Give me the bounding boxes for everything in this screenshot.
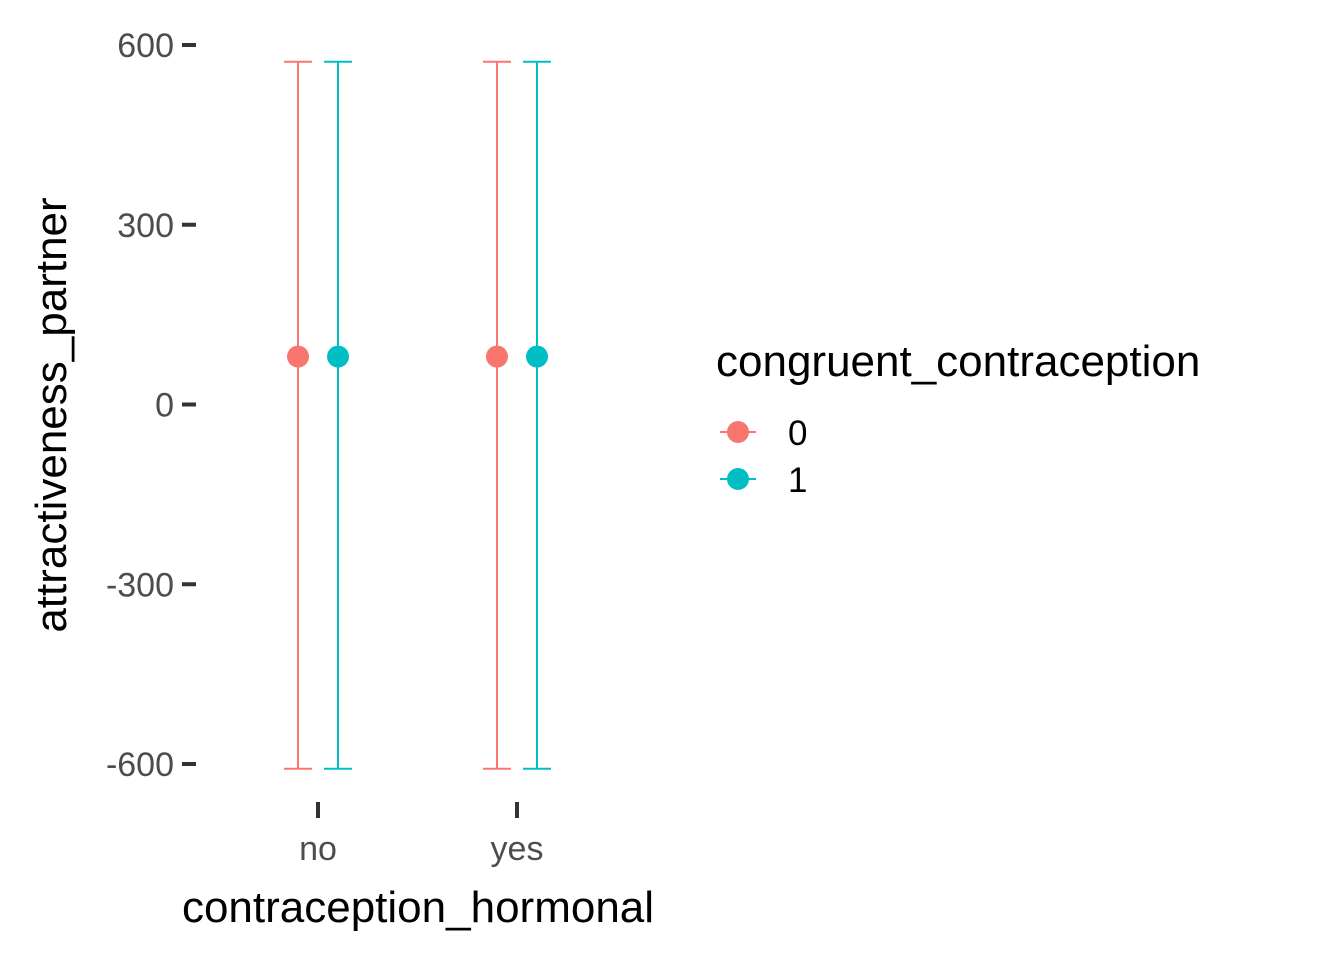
error-bar-no-series-0: [284, 60, 312, 770]
legend-label: 0: [788, 414, 807, 453]
legend-key-point: [727, 468, 749, 490]
y-tick-label: 300: [117, 207, 174, 245]
plot-marks: [284, 60, 551, 770]
legend-key-1: [720, 468, 756, 490]
y-tick-label: -600: [106, 746, 174, 784]
error-bar-no-series-1: [324, 60, 352, 770]
error-bar-yes-series-0: [483, 60, 511, 770]
y-tick-label: -300: [106, 566, 174, 604]
point-no-series-1: [327, 345, 349, 368]
y-axis-title: attractiveness_partner: [27, 197, 76, 632]
x-axis: no yes: [299, 802, 543, 868]
error-bar-yes-series-1: [523, 60, 551, 770]
x-tick-label: yes: [491, 830, 544, 868]
y-tick-label: 600: [117, 27, 174, 65]
legend-title: congruent_contraception: [716, 337, 1200, 386]
point-yes-series-0: [486, 345, 508, 368]
point-yes-series-1: [526, 345, 548, 368]
legend-label: 1: [788, 461, 807, 500]
legend-key-point: [727, 421, 749, 443]
legend: congruent_contraception 0 1: [716, 337, 1200, 500]
x-axis-title: contraception_hormonal: [182, 883, 654, 932]
y-axis: 600 300 0 -300 -600: [106, 27, 196, 784]
legend-key-0: [720, 421, 756, 443]
y-tick-label: 0: [155, 387, 174, 425]
x-tick-label: no: [299, 830, 337, 868]
point-no-series-0: [287, 345, 309, 368]
